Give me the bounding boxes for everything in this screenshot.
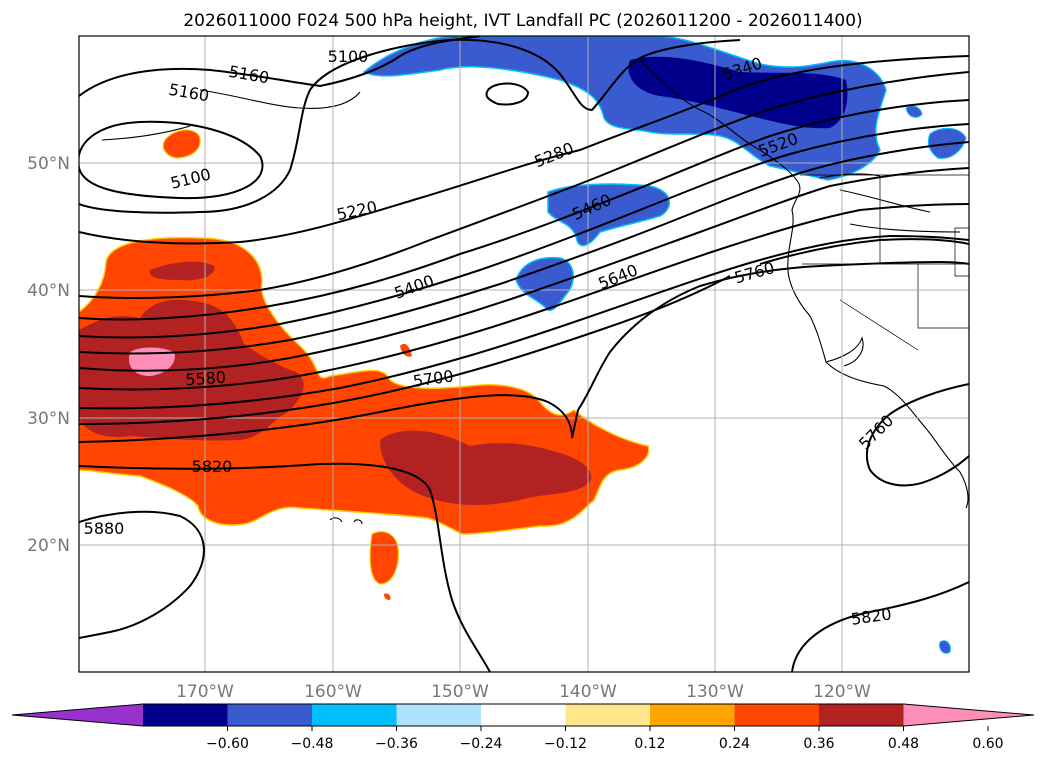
height-contours (79, 36, 969, 672)
lon-label: 170°W (176, 682, 234, 702)
colorbar-tick-label: −0.12 (544, 736, 587, 752)
colorbar-segment (565, 704, 651, 726)
colorbar-tick-label: −0.60 (206, 736, 249, 752)
colorbar: −0.60 −0.48 −0.36 −0.24 −0.12 0.12 0.24 0.36 0.4… (11, 703, 1035, 752)
lat-label: 30°N (27, 409, 70, 429)
gridlines (79, 36, 969, 672)
longitude-labels: 170°W 160°W 150°W 140°W 130°W 120°W (176, 682, 871, 702)
colorbar-segment (819, 704, 904, 726)
colorbar-segment (312, 704, 397, 726)
lon-label: 160°W (304, 682, 362, 702)
colorbar-tick-label: −0.36 (375, 736, 418, 752)
colorbar-outline (11, 703, 1035, 727)
map-frame (78, 35, 970, 673)
lat-label: 50°N (27, 154, 70, 174)
contour-label: 5880 (84, 519, 125, 538)
colorbar-segment (227, 704, 313, 726)
colorbar-tick-label: 0.36 (803, 736, 834, 752)
lon-label: 150°W (431, 682, 489, 702)
colorbar-segment (396, 704, 482, 726)
colorbar-segment (481, 704, 566, 726)
colorbar-extend-max (903, 704, 1034, 726)
colorbar-tick-label: 0.48 (888, 736, 919, 752)
lat-label: 20°N (27, 536, 70, 556)
colorbar-segment (650, 704, 735, 726)
colorbar-tick-label: −0.48 (291, 736, 334, 752)
lon-label: 130°W (686, 682, 744, 702)
negative-anomaly-shading (362, 36, 967, 654)
colorbar-tick-label: −0.24 (460, 736, 503, 752)
colorbar-segment (143, 704, 228, 726)
contour-label: 5580 (185, 368, 227, 390)
contour-label: 5820 (192, 457, 233, 476)
colorbar-segment (734, 704, 820, 726)
coastlines (101, 59, 969, 525)
colorbar-tick-label: 0.12 (634, 736, 665, 752)
latitude-labels: 50°N 40°N 30°N 20°N (27, 154, 70, 556)
colorbar-tick-label: 0.24 (719, 736, 750, 752)
map-area: 5100 5160 5160 5100 5220 5280 5340 5520 … (79, 36, 969, 672)
contour-label: 5100 (328, 47, 369, 66)
colorbar-tick-label: 0.60 (972, 736, 1003, 752)
lon-label: 120°W (813, 682, 871, 702)
map-title: 2026011000 F024 500 hPa height, IVT Land… (183, 11, 862, 31)
lon-label: 140°W (559, 682, 617, 702)
colorbar-extend-min (12, 704, 143, 726)
lat-label: 40°N (27, 281, 70, 301)
